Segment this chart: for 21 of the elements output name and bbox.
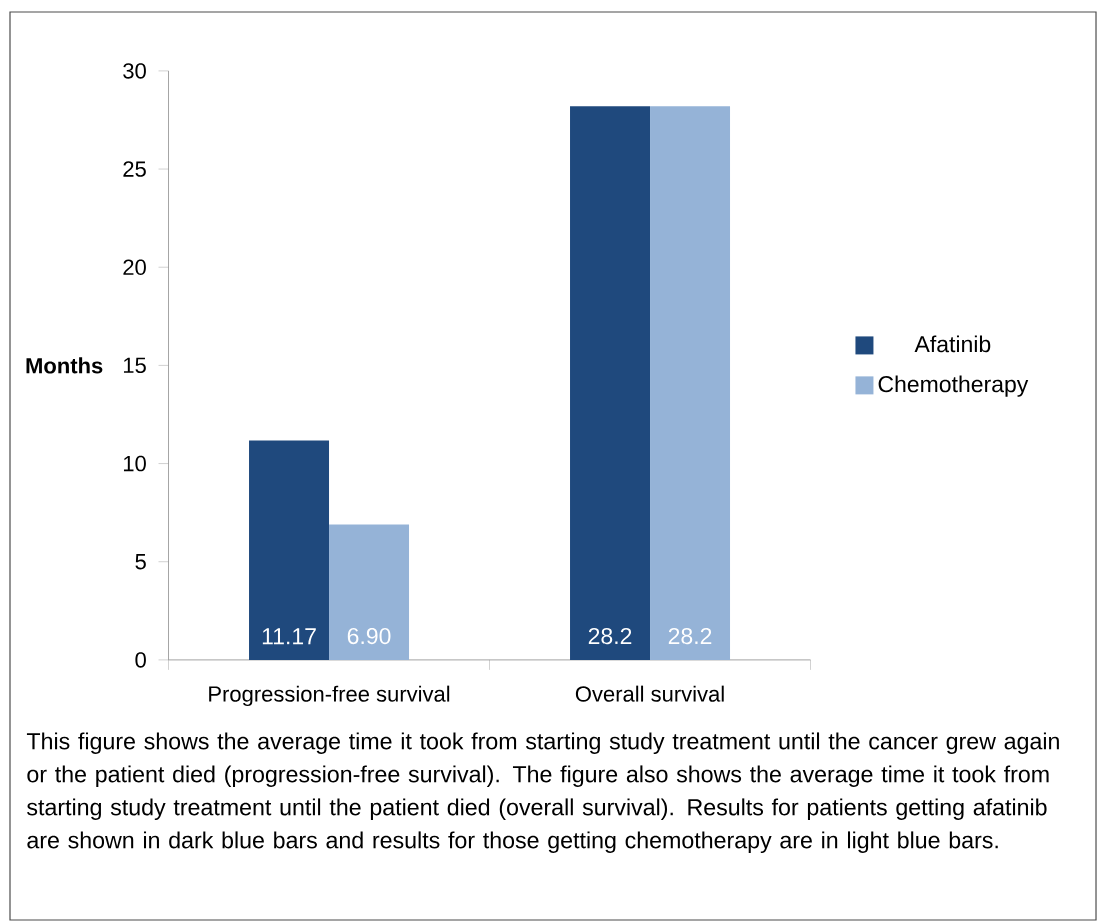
legend-label: Afatinib — [914, 335, 991, 353]
x-tick-label: Overall survival — [575, 685, 724, 702]
data-label: 28.2 — [668, 627, 712, 645]
bar — [570, 106, 651, 660]
bar — [329, 524, 410, 660]
y-tick-label: 30 — [123, 63, 146, 79]
text: This figure shows the average time it took from starting study treatment until the cancer grew again or the patient died (progression-free survival). The figure also shows the average time it took from starting study treatment until the patient died (overall survival). Results for patients getting afatinib are shown in dark blue bars and results for those getting chemotherapy are in light blue bars. — [26, 732, 1059, 854]
data-label: 28.2 — [588, 627, 632, 645]
y-tick-label: 20 — [123, 259, 146, 276]
legend-label: Chemotherapy — [878, 375, 1029, 397]
data-label: 11.17 — [262, 628, 316, 645]
y-tick-label: 15 — [123, 357, 146, 374]
y-tick-label: 5 — [135, 554, 146, 570]
bar — [650, 106, 731, 660]
data-label: 6.90 — [347, 627, 391, 645]
y-axis-title: Months — [26, 357, 103, 374]
y-tick-label: 0 — [135, 652, 146, 668]
y-tick-label: 10 — [123, 455, 146, 472]
bar — [249, 440, 330, 660]
y-tick-label: 25 — [123, 161, 146, 177]
x-tick-label: Progression-free survival — [209, 685, 450, 707]
